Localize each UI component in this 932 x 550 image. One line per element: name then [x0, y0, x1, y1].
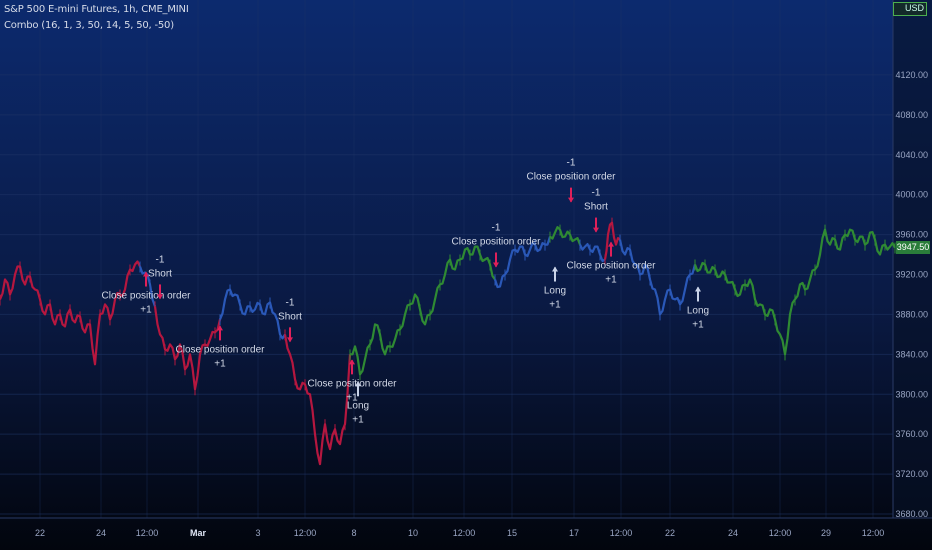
arrow-up-icon: [217, 325, 223, 331]
trade-label: -1: [286, 297, 295, 308]
trade-label: Close position order: [527, 172, 617, 183]
time-tick-label: 12:00: [610, 528, 633, 538]
trade-label: +1: [352, 414, 364, 425]
time-tick-label: 12:00: [769, 528, 792, 538]
price-segment-blue: [218, 288, 286, 340]
time-tick-label: 8: [351, 528, 356, 538]
trade-label: +1: [140, 305, 152, 316]
trade-label: Short: [584, 202, 608, 213]
trade-marker: Close position order +1: [176, 325, 266, 369]
arrow-up-icon: [552, 266, 558, 272]
time-tick-label: 24: [728, 528, 738, 538]
trade-marker: -1 Short: [584, 188, 608, 233]
arrow-up-icon: [608, 241, 614, 247]
time-axis-labels: 22 24 12:00 Mar 3 12:00 8 10 12:00 15 17 12:00 22 24 1…: [35, 528, 884, 538]
price-tick-label: 3880.00: [895, 309, 928, 319]
price-tick-label: 3840.00: [895, 349, 928, 359]
arrow-up-icon: [349, 359, 355, 365]
price-tick-label: 4040.00: [895, 150, 928, 160]
trade-label: -1: [156, 254, 165, 265]
trade-marker: -1 Close position order: [527, 158, 617, 203]
price-segment-blue: [579, 243, 606, 263]
arrow-down-icon: [287, 337, 293, 343]
arrow-up-icon: [355, 381, 361, 387]
price-tick-label: 3720.00: [895, 469, 928, 479]
price-tick-label: 4080.00: [895, 110, 928, 120]
trade-label: -1: [492, 223, 501, 234]
time-tick-label: 29: [821, 528, 831, 538]
last-price-tag: 3947.50: [896, 241, 930, 255]
arrow-up-icon: [695, 286, 701, 292]
trade-label: Close position order: [176, 344, 266, 355]
arrow-down-icon: [493, 262, 499, 268]
trade-label: +1: [346, 392, 358, 403]
price-segment-green: [549, 226, 582, 245]
trade-marker: -1 Short: [148, 254, 172, 300]
time-tick-label: 12:00: [136, 528, 159, 538]
time-tick-label: 17: [569, 528, 579, 538]
price-tick-label: 4120.00: [895, 70, 928, 80]
price-segment-blue: [618, 239, 697, 316]
trade-label: +1: [692, 319, 704, 330]
trade-label: +1: [549, 300, 561, 311]
trade-marker: Close position order +1: [567, 241, 657, 286]
price-axis-background: [893, 0, 932, 518]
price-segment-green: [350, 245, 496, 376]
symbol-legend: S&P 500 E-mini Futures, 1h, CME_MINI: [4, 4, 189, 15]
price-segment-red: [283, 334, 352, 466]
time-tick-label: 3: [255, 528, 260, 538]
trade-label: Short: [148, 268, 172, 279]
trade-marker: Long +1: [544, 266, 566, 311]
arrow-down-icon: [568, 197, 574, 203]
trade-label: Long: [544, 286, 566, 297]
price-tick-label: 3920.00: [895, 270, 928, 280]
trade-marker: -1 Close position order: [452, 223, 542, 268]
price-series: [0, 217, 896, 466]
trade-label: Close position order: [452, 237, 542, 248]
arrow-up-icon: [143, 271, 149, 277]
trade-marker: Long +1: [687, 286, 709, 330]
trade-marker: -1 Short: [278, 297, 302, 343]
trade-label: -1: [592, 188, 601, 199]
currency-badge[interactable]: USD: [893, 2, 927, 16]
price-segment-red: [153, 306, 222, 391]
price-tick-label: 3800.00: [895, 389, 928, 399]
time-tick-label: Mar: [190, 528, 207, 538]
trade-label: Short: [278, 311, 302, 322]
arrow-down-icon: [593, 227, 599, 233]
time-tick-label: 22: [35, 528, 45, 538]
price-axis-labels: 4120.00 4080.00 4040.00 4000.00 3960.00 3920.…: [895, 70, 928, 519]
time-tick-label: 24: [96, 528, 106, 538]
time-tick-label: 12:00: [453, 528, 476, 538]
trade-label: Close position order: [308, 378, 398, 389]
price-tick-label: 4000.00: [895, 190, 928, 200]
trade-marker: Close position order +1: [308, 359, 398, 403]
trade-label: +1: [605, 275, 617, 286]
time-tick-label: 22: [665, 528, 675, 538]
trade-marker: Long+1: [347, 381, 369, 425]
time-tick-label: 10: [408, 528, 418, 538]
time-tick-label: 12:00: [862, 528, 885, 538]
trade-marker: Close position order +1: [102, 271, 192, 316]
grid-lines: [0, 0, 893, 518]
trade-label: Close position order: [567, 261, 657, 272]
price-tick-label: 3960.00: [895, 230, 928, 240]
price-tick-label: 3760.00: [895, 429, 928, 439]
trade-label: +1: [214, 358, 226, 369]
trade-label: Close position order: [102, 291, 192, 302]
trade-label: -1: [567, 158, 576, 169]
price-segment-blue: [493, 236, 552, 289]
strategy-legend: Combo (16, 1, 3, 50, 14, 5, 50, -50): [4, 20, 174, 31]
arrow-down-icon: [157, 294, 163, 300]
price-tick-label: 3680.00: [895, 509, 928, 519]
trade-label: Long: [687, 305, 709, 316]
trade-label: Long: [347, 400, 369, 411]
time-tick-label: 15: [507, 528, 517, 538]
time-tick-label: 12:00: [294, 528, 317, 538]
